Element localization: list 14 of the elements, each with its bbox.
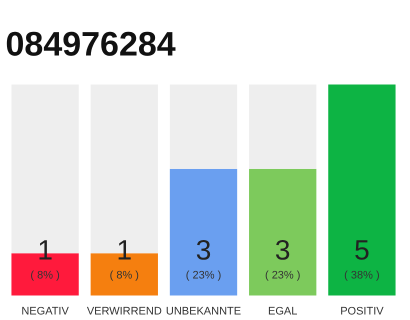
annotation: ( 8% ): [110, 270, 139, 282]
data-label: 3: [274, 234, 290, 266]
annotation: ( 8% ): [30, 270, 60, 282]
data-label: 3: [196, 234, 212, 266]
annotation: ( 23% ): [186, 270, 222, 282]
x-tick-label: EGAL: [268, 306, 298, 318]
x-tick-label: POSITIV: [340, 306, 384, 318]
x-tick-label: VERWIRREND: [86, 306, 162, 318]
annotation: ( 38% ): [344, 270, 380, 282]
chart-title: 084976284: [6, 26, 176, 64]
x-tick-label: NEGATIV: [21, 306, 70, 318]
annotation: ( 23% ): [264, 270, 300, 282]
x-tick-label: UNBEKANNTE: [166, 306, 242, 318]
data-label: 5: [354, 234, 370, 266]
